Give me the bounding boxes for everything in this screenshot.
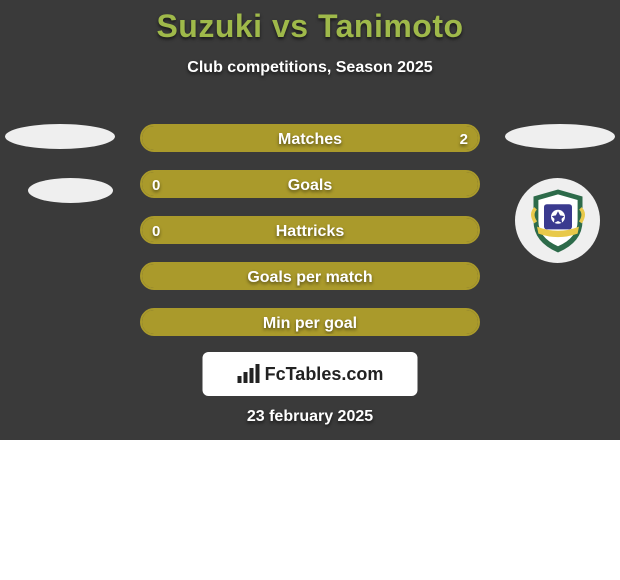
bar-label: Goals — [142, 172, 478, 198]
club2-crest — [515, 178, 600, 263]
bar-min-per-goal: Min per goal — [140, 308, 480, 336]
bar-hattricks: 0 Hattricks — [140, 216, 480, 244]
page-subtitle: Club competitions, Season 2025 — [0, 59, 620, 77]
branding-box: FcTables.com — [203, 352, 418, 396]
bar-label: Min per goal — [142, 310, 478, 336]
page-title: Suzuki vs Tanimoto — [0, 0, 620, 45]
bar-label: Matches — [142, 126, 478, 152]
comparison-card: Suzuki vs Tanimoto Club competitions, Se… — [0, 0, 620, 440]
footer-date: 23 february 2025 — [0, 408, 620, 426]
bar-label: Hattricks — [142, 218, 478, 244]
comparison-bars: Matches 2 0 Goals 0 Hattricks Goals per … — [140, 124, 480, 354]
bar-goals-per-match: Goals per match — [140, 262, 480, 290]
player2-placeholder — [505, 124, 615, 149]
bar-label: Goals per match — [142, 264, 478, 290]
branding-text: FcTables.com — [265, 364, 384, 385]
club1-placeholder — [28, 178, 113, 203]
bar-chart-icon — [237, 364, 261, 384]
shield-icon — [523, 186, 593, 256]
bar-value-right: 2 — [460, 126, 468, 152]
bar-matches: Matches 2 — [140, 124, 480, 152]
player1-placeholder — [5, 124, 115, 149]
bar-goals: 0 Goals — [140, 170, 480, 198]
